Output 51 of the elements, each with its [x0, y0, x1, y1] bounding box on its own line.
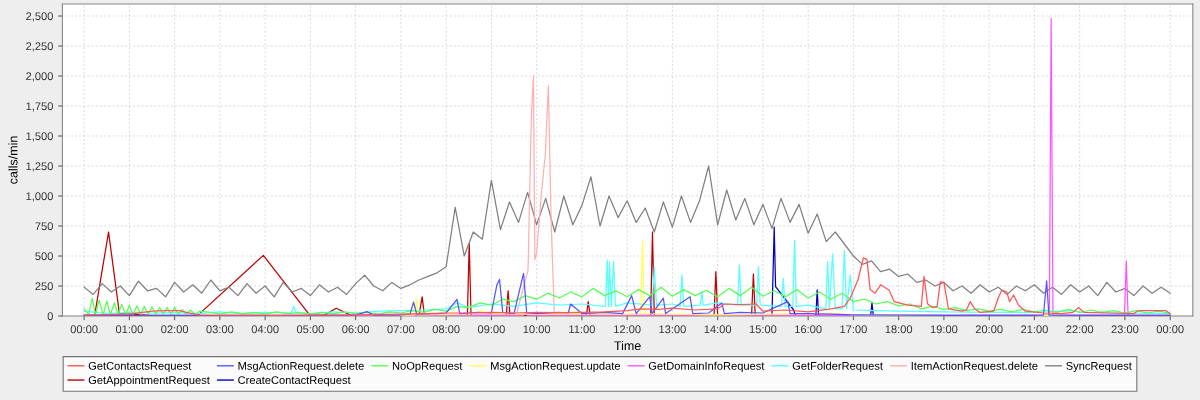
x-tick-label: 23:00	[1111, 325, 1139, 334]
x-tick-label: 12:00	[614, 325, 641, 334]
x-tick-label: 15:00	[749, 325, 777, 334]
x-tick-label: 18:00	[885, 325, 913, 334]
x-tick-label: 09:00	[477, 325, 505, 334]
y-tick-label: 1,000	[26, 192, 53, 202]
line-series	[83, 257, 1171, 316]
y-tick-label: 2,250	[26, 42, 53, 52]
x-tick-label: 20:00	[975, 325, 1003, 334]
legend-label: MsgActionRequest.delete	[238, 361, 364, 372]
legend-label: SyncRequest	[1066, 361, 1132, 372]
y-tick-label: 250	[35, 282, 53, 291]
x-tick-label: 00:00	[1156, 325, 1184, 334]
legend-label: NoOpRequest	[392, 361, 463, 372]
x-tick-label: 10:00	[523, 325, 551, 334]
x-tick-label: 13:00	[659, 325, 686, 334]
y-tick-label: 2,500	[26, 12, 53, 22]
x-tick-label: 02:00	[161, 325, 189, 334]
y-tick-label: 0	[47, 312, 53, 321]
line-series	[83, 286, 1171, 316]
legend-label: MsgActionRequest.update	[491, 361, 621, 372]
y-tick-label: 1,750	[26, 102, 53, 112]
y-tick-label: 1,250	[26, 162, 53, 172]
legend-label: GetContactsRequest	[88, 361, 192, 372]
x-tick-label: 05:00	[296, 325, 324, 334]
y-tick-label: 750	[35, 222, 53, 231]
x-tick-label: 06:00	[342, 325, 370, 334]
x-tick-label: 14:00	[704, 325, 732, 334]
x-tick-label: 01:00	[115, 325, 143, 334]
line-series	[83, 165, 1171, 298]
x-tick-label: 08:00	[432, 325, 460, 334]
x-tick-label: 03:00	[206, 325, 234, 334]
y-tick-label: 1,500	[26, 132, 53, 142]
y-axis-title: calls/min	[8, 136, 18, 184]
x-tick-label: 00:00	[70, 325, 98, 334]
x-tick-label: 11:00	[569, 325, 595, 334]
legend-label: GetAppointmentRequest	[88, 375, 210, 387]
legend-label: ItemActionRequest.delete	[911, 361, 1038, 372]
legend-label: CreateContactRequest	[238, 376, 351, 387]
x-tick-label: 04:00	[251, 325, 279, 334]
legend-label: GetDomainInfoRequest	[648, 361, 765, 372]
y-tick-label: 500	[35, 252, 53, 261]
x-tick-label: 21:00	[1021, 325, 1048, 334]
x-tick-label: 22:00	[1066, 325, 1094, 334]
legend-label: GetFolderRequest	[792, 361, 883, 372]
x-tick-label: 17:00	[840, 325, 867, 334]
x-tick-label: 07:00	[387, 325, 415, 334]
x-tick-label: 16:00	[795, 325, 822, 334]
x-tick-label: 19:00	[930, 325, 958, 334]
y-tick-label: 2,000	[26, 72, 53, 82]
x-axis-title: Time	[614, 340, 641, 351]
